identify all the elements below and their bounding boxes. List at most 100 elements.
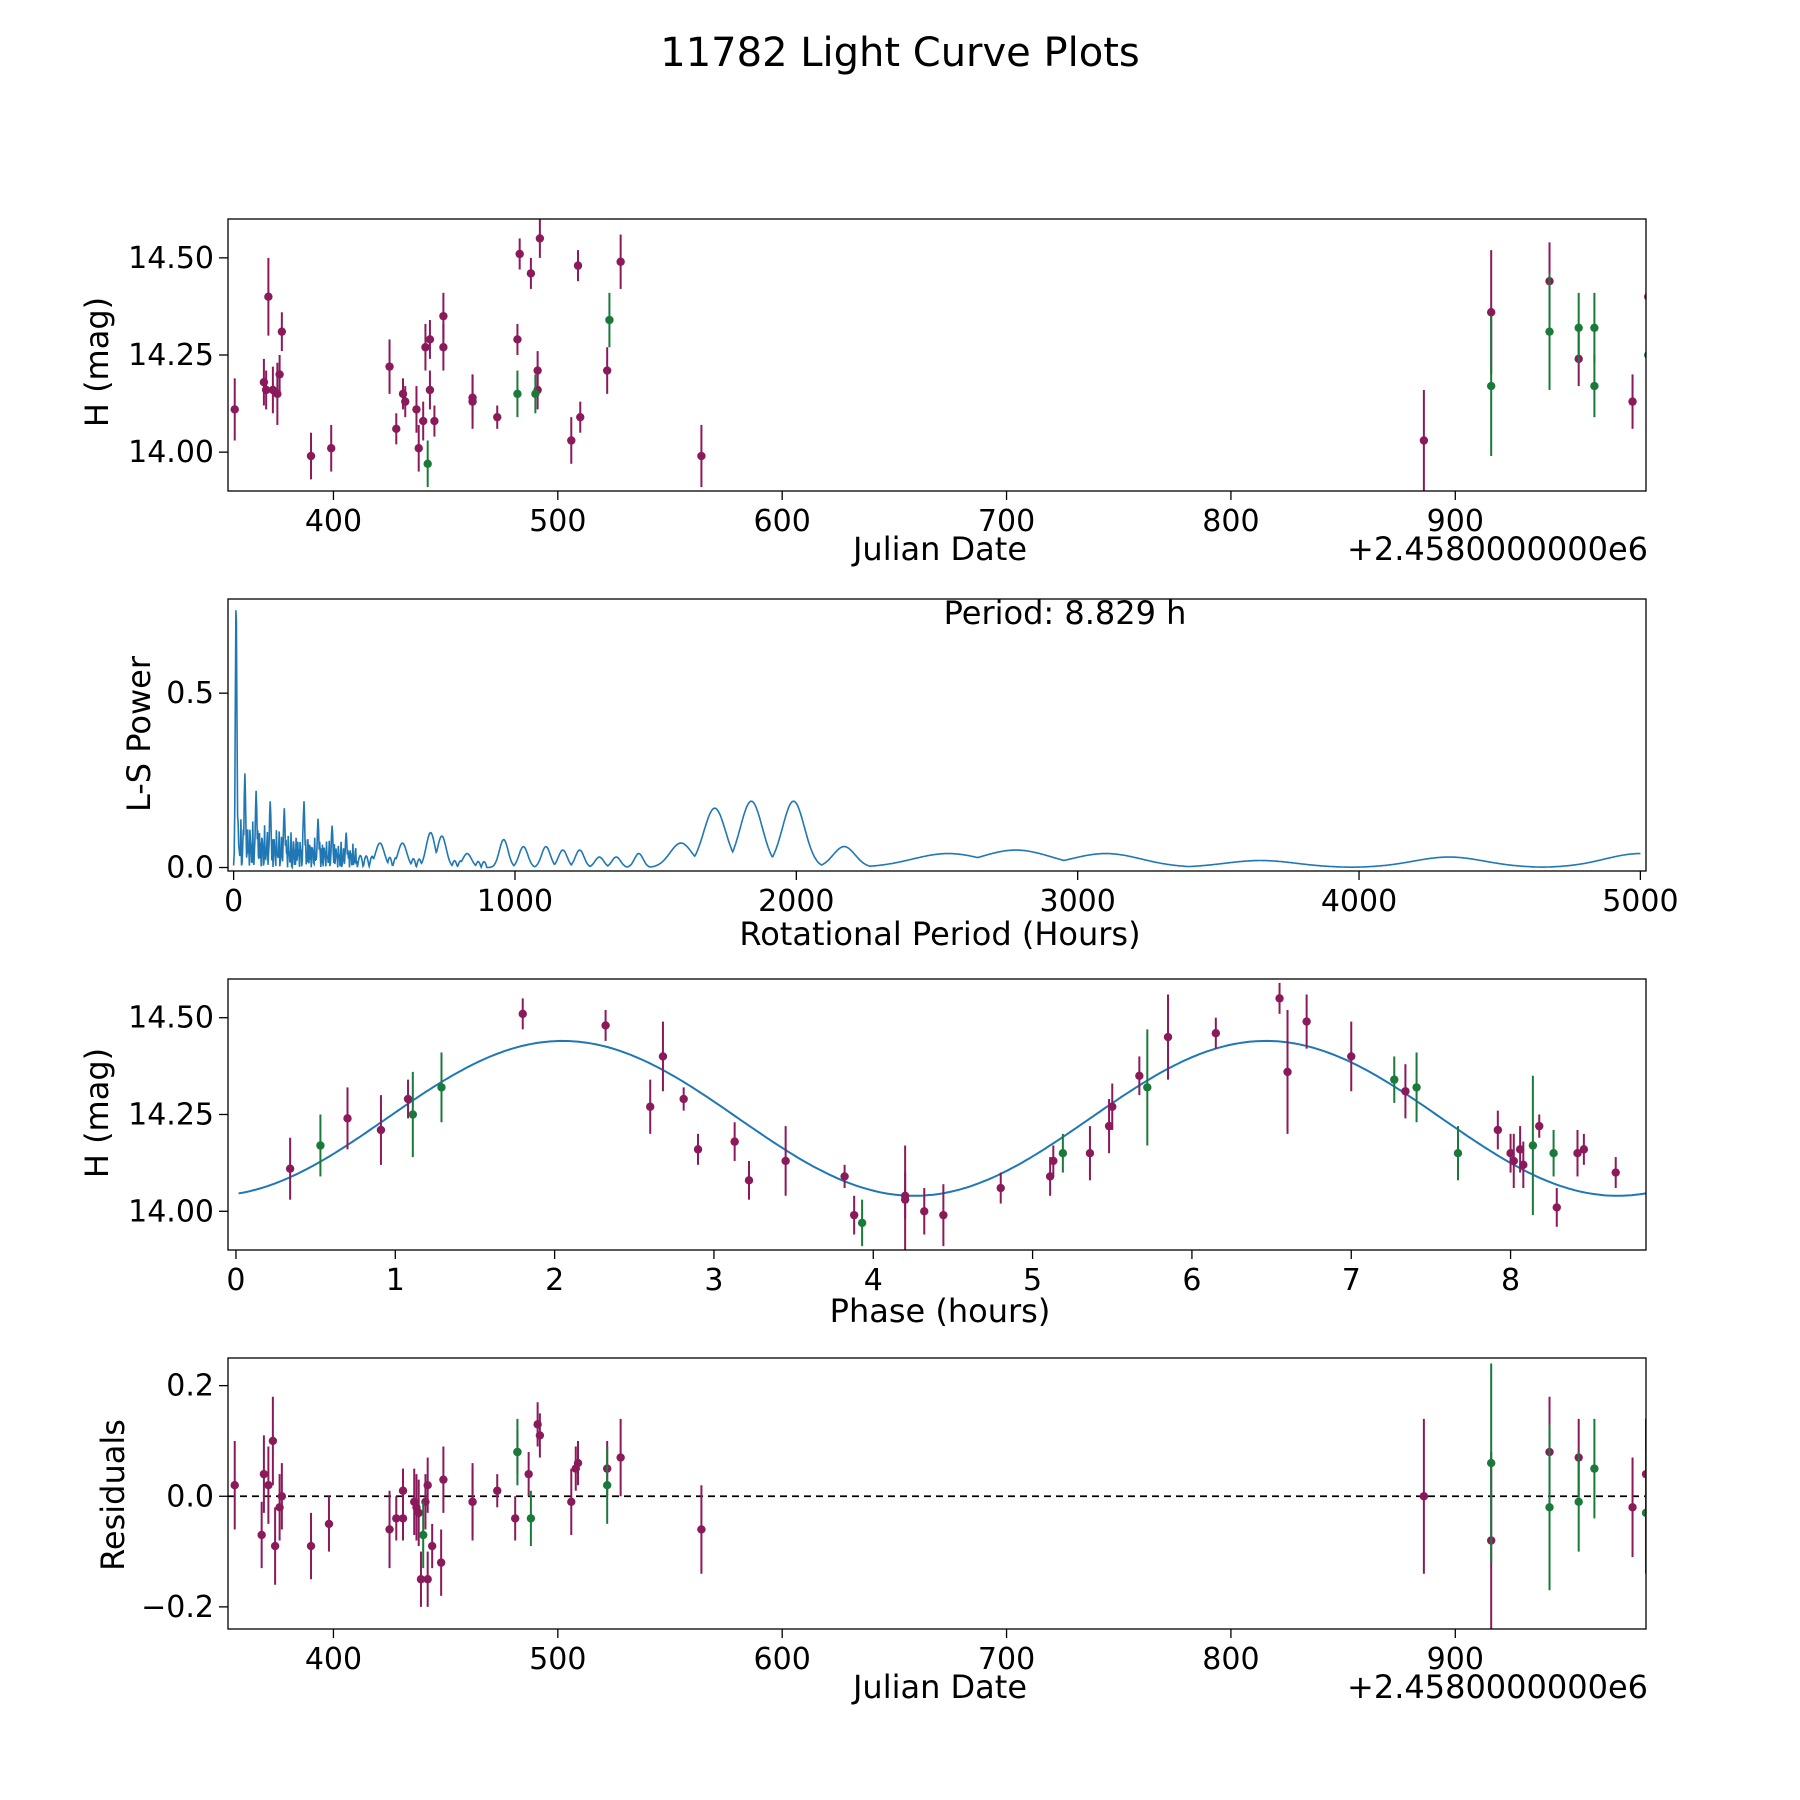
residuals-magenta-point-17 — [416, 1575, 426, 1584]
lightcurve-magenta-point-33 — [573, 261, 583, 270]
lightcurve-magenta-point-18 — [425, 385, 435, 395]
phased-magenta-point-1 — [343, 1114, 352, 1123]
lightcurve-offset-label: +2.4580000000e6 — [1347, 530, 1648, 568]
residuals-magenta-point-36 — [616, 1453, 625, 1462]
residuals-magenta-point-8 — [306, 1541, 316, 1551]
lightcurve-magenta-point-11 — [392, 424, 401, 434]
phased-magenta-point-12 — [781, 1156, 790, 1166]
lightcurve-magenta-point-22 — [439, 311, 448, 321]
lightcurve-magenta-point-28 — [526, 269, 536, 278]
lightcurve-magenta-point-6 — [275, 370, 284, 379]
lightcurve-magenta-point-0 — [230, 405, 239, 414]
phased-magenta-point-2 — [376, 1125, 386, 1135]
residuals-panel: Julian Date Residuals +2.4580000000e6 40… — [94, 1357, 1648, 1706]
residuals-ytick-label-1: 0.0 — [166, 1479, 214, 1514]
phased-green-point-8 — [1453, 1149, 1463, 1158]
lightcurve-magenta-point-25 — [493, 412, 502, 422]
lightcurve-xtick-label-5: 900 — [1427, 504, 1484, 539]
lightcurve-magenta-point-42 — [1628, 397, 1637, 406]
lightcurve-xtick-label-0: 400 — [305, 504, 362, 539]
phased-magenta-point-29 — [1283, 1067, 1292, 1077]
lightcurve-xlabel: Julian Date — [851, 530, 1027, 568]
residuals-magenta-point-11 — [392, 1514, 401, 1523]
lightcurve-magenta-point-35 — [602, 366, 612, 375]
residuals-magenta-point-43 — [1641, 1469, 1646, 1479]
residuals-xtick-label-2: 600 — [754, 1642, 811, 1677]
lightcurve-magenta-point-39 — [1486, 308, 1496, 317]
phased-magenta-point-24 — [1108, 1102, 1117, 1111]
phased-magenta-point-10 — [730, 1137, 739, 1146]
lightcurve-green-point-8 — [1590, 381, 1599, 391]
phased-xtick-label-7: 7 — [1342, 1263, 1361, 1298]
residuals-magenta-point-23 — [439, 1475, 448, 1484]
phased-magenta-point-20 — [1045, 1172, 1055, 1181]
phased-xlabel: Phase (hours) — [830, 1292, 1051, 1330]
lightcurve-magenta-point-31 — [535, 234, 545, 243]
phased-green-point-0 — [316, 1141, 325, 1150]
phased-magenta-point-41 — [1579, 1145, 1589, 1154]
residuals-ylabel: Residuals — [94, 1419, 132, 1571]
phased-xtick-label-0: 0 — [226, 1263, 245, 1298]
residuals-magenta-point-3 — [264, 1481, 273, 1490]
phased-magenta-point-18 — [939, 1210, 948, 1220]
phased-magenta-point-36 — [1515, 1145, 1525, 1154]
lightcurve-magenta-point-15 — [414, 444, 423, 453]
lightcurve-ylabel: H (mag) — [78, 297, 116, 427]
residuals-magenta-point-20 — [423, 1481, 432, 1490]
residuals-magenta-point-13 — [398, 1486, 408, 1495]
phased-magenta-point-37 — [1519, 1160, 1528, 1170]
lightcurve-magenta-point-43 — [1644, 293, 1646, 301]
residuals-green-point-2 — [526, 1514, 536, 1523]
lightcurve-green-point-3 — [605, 315, 614, 325]
residuals-magenta-point-27 — [510, 1514, 520, 1523]
residuals-ytick-label-0: −0.2 — [141, 1590, 214, 1625]
phased-green-point-4 — [1058, 1149, 1068, 1158]
residuals-frame — [227, 1357, 1647, 1630]
phased-green-point-6 — [1390, 1075, 1399, 1084]
phased-magenta-point-14 — [849, 1210, 859, 1220]
residuals-xtick-label-4: 800 — [1202, 1642, 1259, 1677]
phased-green-point-2 — [437, 1083, 446, 1092]
phased-magenta-point-39 — [1552, 1203, 1561, 1212]
residuals-green-point-3 — [602, 1481, 612, 1490]
phased-ylabel: H (mag) — [78, 1048, 116, 1178]
lightcurve-frame — [227, 218, 1647, 492]
period-annotation: Period: 8.829 h — [944, 594, 1187, 632]
periodogram-xtick-label-4: 4000 — [1321, 884, 1397, 919]
phased-magenta-point-25 — [1135, 1071, 1144, 1080]
residuals-magenta-point-37 — [697, 1525, 706, 1534]
phased-magenta-point-26 — [1163, 1032, 1173, 1042]
residuals-data — [228, 1363, 1646, 1629]
lightcurve-magenta-point-8 — [306, 451, 316, 461]
phased-magenta-point-17 — [920, 1207, 929, 1216]
lightcurve-magenta-point-37 — [697, 451, 706, 461]
lightcurve-magenta-point-21 — [439, 343, 448, 352]
lightcurve-green-point-5 — [1545, 327, 1554, 336]
lightcurve-magenta-point-3 — [264, 292, 273, 301]
phased-magenta-point-22 — [1085, 1149, 1095, 1158]
periodogram-ytick-label-0: 0.0 — [166, 851, 214, 886]
residuals-magenta-point-34 — [573, 1458, 583, 1468]
phased-magenta-point-21 — [1049, 1156, 1058, 1166]
lightcurve-magenta-point-30 — [533, 366, 542, 375]
periodogram-ytick-label-1: 0.5 — [166, 676, 214, 711]
phased-magenta-point-9 — [693, 1145, 703, 1154]
phased-xtick-label-2: 2 — [545, 1263, 564, 1298]
periodogram-xtick-label-2: 2000 — [758, 884, 834, 919]
periodogram-xlabel: Rotational Period (Hours) — [739, 915, 1140, 953]
residuals-magenta-point-29 — [524, 1469, 533, 1479]
lightcurve-xtick-label-3: 700 — [978, 504, 1035, 539]
phased-magenta-point-8 — [679, 1094, 688, 1104]
lightcurve-ytick-label-1: 14.25 — [128, 338, 214, 373]
phased-magenta-point-4 — [518, 1009, 527, 1019]
residuals-magenta-point-25 — [468, 1497, 477, 1506]
lightcurve-green-point-9 — [1644, 351, 1646, 359]
phased-xtick-label-3: 3 — [704, 1263, 723, 1298]
lightcurve-magenta-point-19 — [425, 335, 435, 344]
phased-magenta-point-31 — [1347, 1052, 1356, 1061]
phased-magenta-point-34 — [1506, 1149, 1515, 1158]
lightcurve-data — [230, 219, 1646, 491]
phased-magenta-point-3 — [403, 1094, 413, 1104]
lightcurve-magenta-point-26 — [513, 335, 522, 344]
